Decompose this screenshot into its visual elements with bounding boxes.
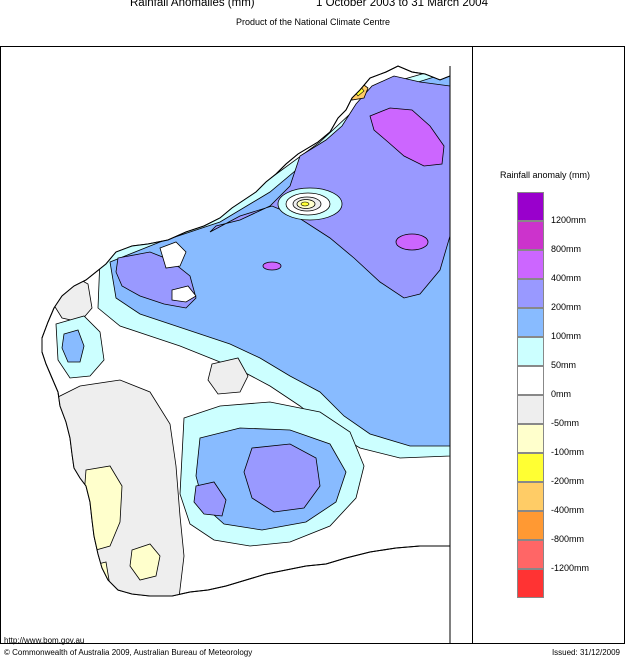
legend-label: 800mm	[551, 244, 582, 254]
legend-swatch	[517, 308, 544, 337]
zone-neg-100-200-hedland	[300, 201, 310, 207]
legend-label: -800mm	[551, 534, 585, 544]
legend-label: 50mm	[551, 360, 577, 370]
coastline	[41, 65, 451, 597]
legend-label: -50mm	[551, 418, 580, 428]
zone-0-50-pocket-2	[171, 285, 197, 303]
zone-400-800-patch	[395, 233, 429, 251]
zone-100-200-gascoyne	[61, 329, 85, 363]
legend-swatch	[517, 250, 544, 279]
legend-label: 1200mm	[551, 215, 587, 225]
footer-url-link[interactable]: http://www.bom.gov.au	[4, 636, 85, 645]
zone-400-800-patch-2	[262, 261, 282, 271]
map-subtitle: Product of the National Climate Centre	[235, 17, 391, 27]
legend-swatch	[517, 569, 544, 598]
legend-swatch	[517, 279, 544, 308]
legend-swatch	[517, 337, 544, 366]
legend-label: 100mm	[551, 331, 582, 341]
legend-label: 200mm	[551, 302, 582, 312]
legend-swatch	[517, 395, 544, 424]
legend-title: Rainfall anomaly (mm)	[500, 170, 591, 180]
legend-label: -400mm	[551, 505, 585, 515]
footer-issued-date: Issued: 31/12/2009	[551, 648, 620, 657]
map-frame	[0, 46, 625, 644]
legend-label: -200mm	[551, 476, 585, 486]
map-title: Rainfall Anomalies (mm)	[130, 0, 255, 9]
legend-swatch	[517, 221, 544, 250]
zone-neg-50-100-south	[129, 543, 161, 581]
rainfall-map	[41, 65, 451, 644]
legend-swatch	[517, 540, 544, 569]
legend-swatch	[517, 511, 544, 540]
legend-label: 400mm	[551, 273, 582, 283]
legend-swatch	[517, 482, 544, 511]
legend-label: 0mm	[551, 389, 571, 399]
legend-swatch	[517, 366, 544, 395]
zone-0-50-pocket	[159, 241, 187, 269]
legend-swatch	[517, 453, 544, 482]
legend-swatch	[517, 424, 544, 453]
zone-400-800-kimberley	[369, 107, 445, 167]
legend-label: -100mm	[551, 447, 585, 457]
footer-copyright: © Commonwealth of Australia 2009, Austra…	[4, 648, 253, 657]
map-period: 1 October 2003 to 31 March 2004	[316, 0, 488, 9]
zone-neg-0-50-pocket	[207, 357, 249, 395]
legend-label: -1200mm	[551, 563, 590, 573]
legend-divider	[472, 46, 473, 644]
legend-swatch	[517, 192, 544, 221]
zone-200-400-central-2	[193, 481, 227, 517]
zone-200-400-central	[243, 443, 321, 513]
